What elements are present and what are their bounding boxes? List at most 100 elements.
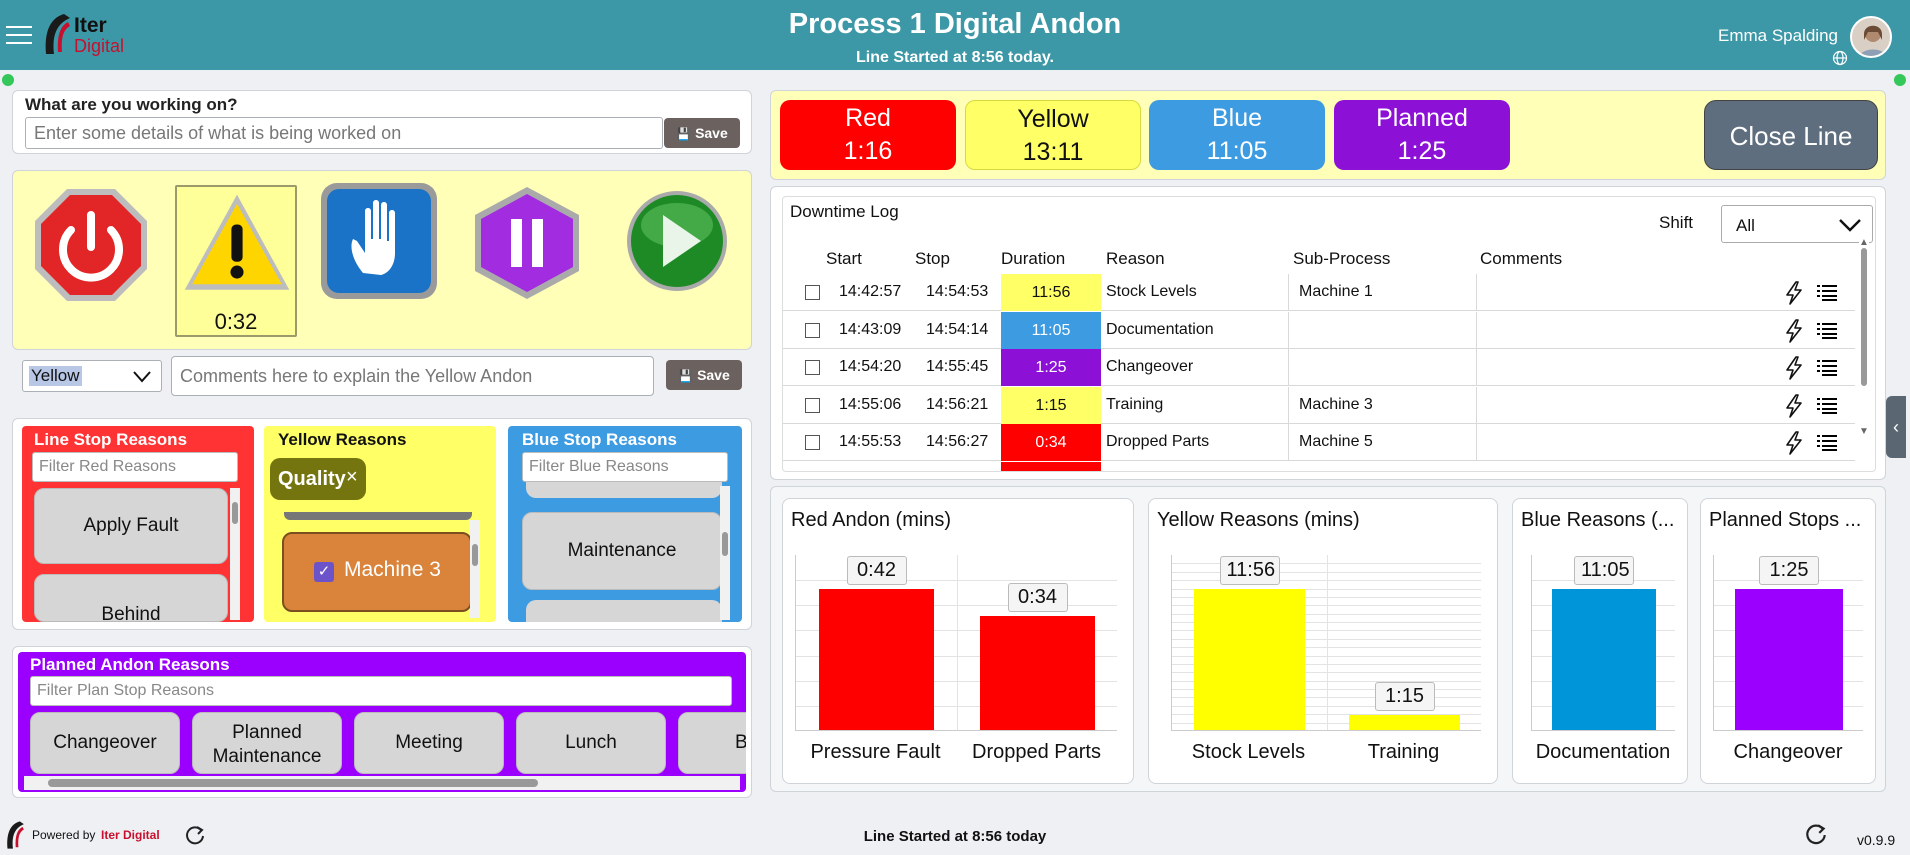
chart-title: Blue Reasons (... <box>1521 509 1675 531</box>
yellow-andon-button[interactable]: 0:32 <box>175 185 297 337</box>
andon-type-value: Yellow <box>29 366 82 386</box>
total-planned-value: 1:25 <box>1397 137 1447 165</box>
column-reason[interactable]: Reason <box>1106 249 1165 268</box>
row-checkbox[interactable] <box>805 285 820 300</box>
lightning-icon[interactable] <box>1783 281 1805 305</box>
chart-x-label: Training <box>1367 741 1440 763</box>
avatar[interactable] <box>1850 16 1892 58</box>
reason-button[interactable]: Maintenance <box>522 512 722 590</box>
reason-button[interactable]: Changeover <box>30 712 180 774</box>
table-row[interactable]: 14:55:53 14:56:27 0:34 Dropped Parts Machine… <box>783 424 1855 461</box>
lightning-icon[interactable] <box>1783 431 1805 455</box>
sub-process-machine-3[interactable]: ✓ Machine 3 <box>282 532 472 612</box>
cell-stop: 14:56:21 <box>926 395 989 413</box>
chart-card-0: Red Andon (mins) Pressure Fault Dropped Pa… <box>782 498 1134 784</box>
chart-bar[interactable] <box>979 615 1096 730</box>
row-checkbox[interactable] <box>805 322 820 338</box>
chart-x-label: Changeover <box>1733 741 1843 763</box>
reason-button[interactable]: Apply Fault <box>34 488 228 564</box>
table-row[interactable]: 14:42:57 14:54:53 11:56 Stock Levels Machine… <box>783 274 1855 311</box>
globe-icon[interactable] <box>1832 50 1848 66</box>
version-label: v0.9.9 <box>1857 832 1896 848</box>
close-icon[interactable]: × <box>346 466 358 488</box>
table-row[interactable]: 14:55:06 14:56:21 1:15 Training Machine 3 <box>783 386 1855 424</box>
quality-tag-label: Quality <box>278 468 346 490</box>
planned-reasons-filter[interactable]: Filter Plan Stop Reasons <box>30 676 732 706</box>
row-checkbox[interactable] <box>805 435 820 450</box>
andon-comment-save-button[interactable]: 💾 Save <box>666 360 742 390</box>
table-row[interactable]: 14:54:20 14:55:45 1:25 Changeover <box>783 349 1855 386</box>
start-line-button[interactable] <box>617 189 737 309</box>
list-icon[interactable] <box>1817 434 1837 452</box>
chart-plot-area: 1:25 <box>1713 555 1863 731</box>
blue-andon-button[interactable] <box>319 181 439 301</box>
red-andon-button[interactable] <box>31 185 151 305</box>
chart-bar[interactable] <box>1735 589 1843 730</box>
cell-duration: 1:25 <box>1001 349 1101 386</box>
logo-text-iter: Iter <box>74 14 107 37</box>
chart-bar[interactable] <box>818 589 935 730</box>
shift-select[interactable]: All <box>1721 205 1873 243</box>
andon-comment-input[interactable]: Comments here to explain the Yellow Ando… <box>171 356 654 396</box>
refresh-icon[interactable] <box>184 824 206 846</box>
list-icon[interactable] <box>1817 359 1837 377</box>
planned-reasons-panel: Planned Andon Reasons Filter Plan Stop R… <box>18 652 746 792</box>
page-subtitle: Line Started at 8:56 today. <box>856 49 1054 66</box>
chart-bar[interactable] <box>1348 715 1461 730</box>
list-icon[interactable] <box>1817 322 1837 340</box>
reason-button[interactable]: B <box>678 712 746 774</box>
reason-button[interactable]: Behind <box>34 574 228 622</box>
red-reasons-scrollbar[interactable] <box>230 488 240 620</box>
blue-reasons-scrollbar[interactable] <box>720 486 730 620</box>
yellow-timer: 0:32 <box>214 309 258 334</box>
andon-type-select[interactable]: Yellow <box>22 360 162 392</box>
blue-reasons-filter[interactable]: Filter Blue Reasons <box>522 452 728 482</box>
work-save-button[interactable]: 💾 Save <box>664 118 740 148</box>
cell-start: 14:42:57 <box>839 283 902 300</box>
row-checkbox[interactable] <box>805 360 820 375</box>
red-reasons-filter[interactable]: Filter Red Reasons <box>32 452 238 482</box>
cell-duration: 1:15 <box>1001 386 1101 424</box>
reason-button[interactable]: Planned Maintenance <box>192 712 342 774</box>
checkbox-checked-icon[interactable]: ✓ <box>314 562 334 582</box>
chart-data-label: 0:42 <box>846 556 907 586</box>
table-row[interactable]: 14:43:09 14:54:14 11:05 Documentation <box>783 311 1855 349</box>
planned-andon-button[interactable] <box>467 183 587 303</box>
chart-data-label: 1:25 <box>1759 556 1819 586</box>
list-icon[interactable] <box>1817 397 1837 415</box>
lightning-icon[interactable] <box>1783 356 1805 380</box>
column-comments[interactable]: Comments <box>1480 249 1563 268</box>
total-blue-value: 11:05 <box>1206 137 1268 165</box>
column-sub-process[interactable]: Sub-Process <box>1293 249 1391 268</box>
footer-line-status: Line Started at 8:56 today <box>863 828 1047 845</box>
planned-reasons-scrollbar[interactable] <box>24 776 740 790</box>
yellow-reasons-scrollbar[interactable] <box>470 520 480 618</box>
chart-x-label: Dropped Parts <box>972 741 1101 763</box>
column-duration[interactable]: Duration <box>1001 249 1066 268</box>
reload-icon[interactable] <box>1804 822 1828 846</box>
chart-data-label: 1:15 <box>1374 682 1435 712</box>
chart-title: Yellow Reasons (mins) <box>1157 509 1360 531</box>
chart-bar[interactable] <box>1193 589 1306 730</box>
cell-sub-process: Machine 3 <box>1299 395 1373 413</box>
quality-tag[interactable]: Quality × <box>270 458 366 500</box>
reason-button[interactable]: Meeting <box>354 712 504 774</box>
chart-bar[interactable] <box>1552 589 1656 730</box>
column-stop[interactable]: Stop <box>915 249 950 268</box>
list-icon[interactable] <box>1817 284 1837 302</box>
side-panel-toggle[interactable]: ‹ <box>1886 396 1906 458</box>
list-item <box>526 482 722 498</box>
lightning-icon[interactable] <box>1783 318 1805 343</box>
cell-reason: Dropped Parts <box>1106 433 1210 450</box>
reason-button[interactable]: Lunch <box>516 712 666 774</box>
lightning-icon[interactable] <box>1783 393 1805 418</box>
work-input[interactable]: Enter some details of what is being work… <box>25 117 663 149</box>
menu-icon[interactable] <box>6 26 32 46</box>
downtime-scrollbar[interactable]: ▲ ▼ <box>1859 237 1869 467</box>
close-line-button[interactable]: Close Line <box>1704 100 1878 170</box>
table-row-partial <box>1001 462 1101 471</box>
column-start[interactable]: Start <box>826 249 862 268</box>
user-name[interactable]: Emma Spalding <box>1717 26 1838 45</box>
row-checkbox[interactable] <box>805 397 820 413</box>
andon-panel: 0:32 <box>12 170 752 350</box>
